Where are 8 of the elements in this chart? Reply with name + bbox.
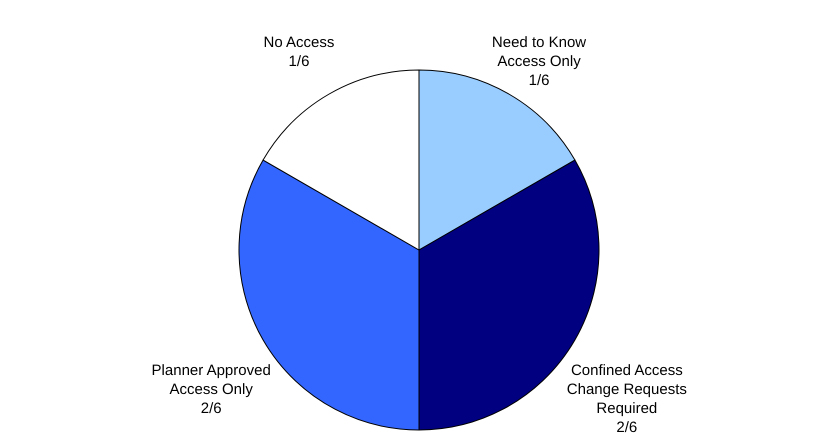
slice-label: Planner Approved Access Only [152,362,271,398]
slice-label: Confined Access Change Requests Required [566,362,687,418]
data-label: 1/6 [288,53,310,70]
slice-label: No Access [264,34,334,52]
data-label: 1/6 [528,72,550,90]
data-label: 2/6 [616,419,638,436]
slice-label: Need to Know Access Only [492,34,586,70]
data-label: 2/6 [200,400,222,418]
